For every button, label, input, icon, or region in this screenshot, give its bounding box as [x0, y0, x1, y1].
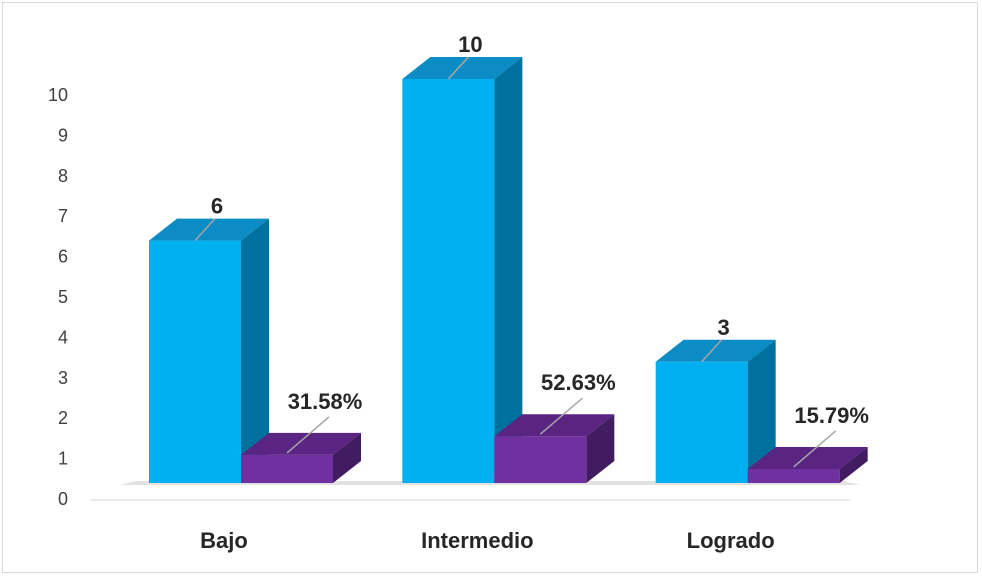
percent-bar-front [494, 436, 587, 483]
percent-data-label: 31.58% [288, 389, 363, 414]
percent-leader-line [539, 397, 583, 435]
count-bar-top [402, 57, 523, 79]
percent-bar-top [494, 414, 615, 437]
percent-leader-line [793, 430, 837, 468]
count-bar-top [149, 218, 269, 241]
percent-data-label: 52.63% [541, 370, 616, 395]
y-tick-label: 4 [58, 327, 68, 347]
percent-bar-front [241, 454, 333, 483]
count-leader-line [194, 218, 216, 242]
bars [149, 57, 868, 483]
y-tick-label: 0 [58, 489, 68, 509]
count-data-label: 10 [458, 32, 482, 57]
count-data-label: 6 [211, 194, 223, 219]
count-bar-front [655, 361, 748, 483]
percent-bar-side [586, 414, 615, 483]
y-tick-label: 6 [58, 247, 68, 267]
y-tick-label: 1 [58, 449, 68, 469]
y-axis: 0 1 2 3 4 5 6 7 8 9 10 [48, 85, 68, 509]
chart-floor [90, 481, 860, 501]
percent-data-label: 15.79% [794, 403, 869, 428]
category-label: Logrado [687, 528, 775, 553]
percent-bar-side [333, 432, 361, 483]
percent-bar-front [747, 468, 840, 483]
y-tick-label: 7 [58, 206, 68, 226]
category-label: Bajo [200, 528, 248, 553]
count-bar-top [655, 339, 776, 362]
count-leader-line [701, 339, 723, 363]
count-bar-side [494, 57, 523, 483]
percent-leader-line [286, 416, 330, 454]
category-label: Intermedio [421, 528, 533, 553]
y-tick-label: 3 [58, 368, 68, 388]
count-bar-side [747, 339, 776, 483]
percent-bar-top [747, 446, 868, 469]
y-tick-label: 10 [48, 85, 68, 105]
percent-bar-top [241, 432, 361, 455]
x-axis: Bajo Intermedio Logrado [200, 528, 775, 553]
count-leader-line [447, 56, 469, 80]
y-tick-label: 2 [58, 408, 68, 428]
count-bar-front [149, 240, 241, 483]
count-data-label: 3 [718, 315, 730, 340]
y-tick-label: 8 [58, 166, 68, 186]
data-labels: 6 31.58% 10 52.63% 3 15.79% [194, 32, 869, 468]
y-tick-label: 9 [58, 125, 68, 145]
percent-bar-side [839, 446, 868, 483]
count-bar-side [241, 218, 269, 483]
y-tick-label: 5 [58, 287, 68, 307]
count-bar-front [402, 79, 495, 483]
